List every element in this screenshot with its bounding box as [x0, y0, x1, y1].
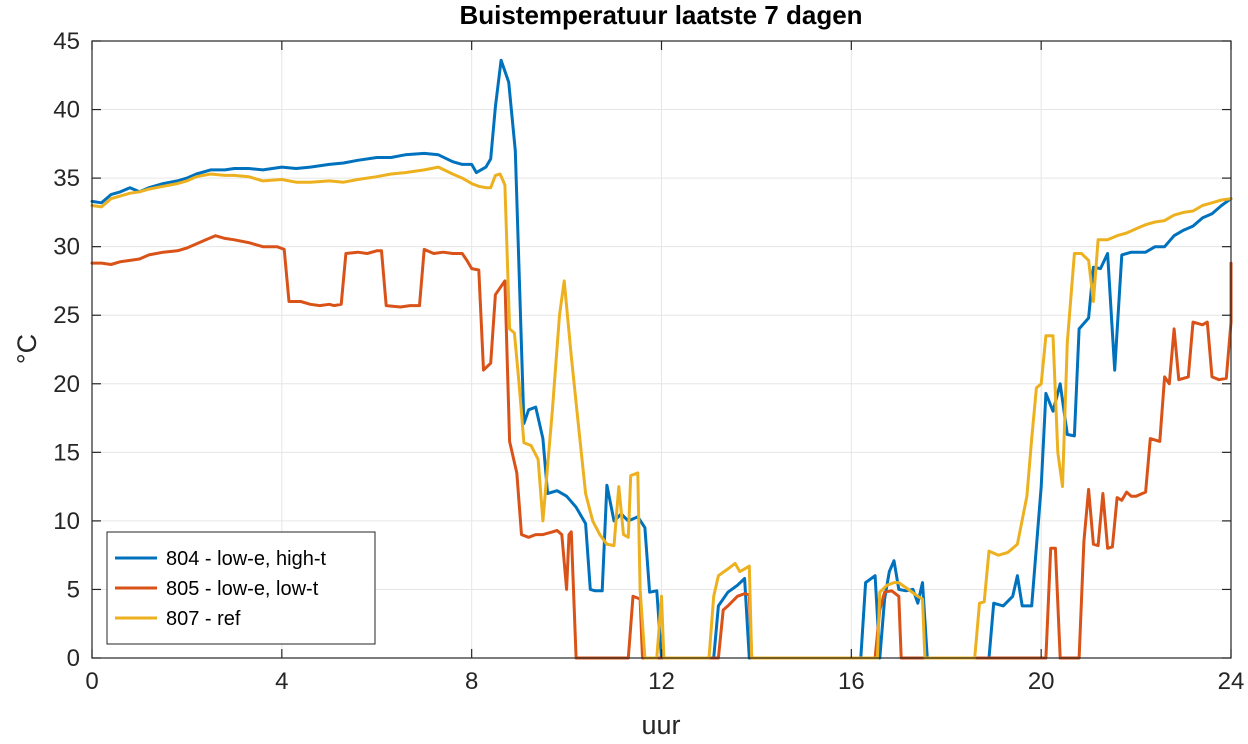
y-tick-label: 5 [67, 576, 80, 603]
y-tick-label: 0 [67, 645, 80, 672]
legend-label: 805 - low-e, low-t [166, 578, 319, 600]
x-tick-label: 0 [85, 668, 98, 695]
y-tick-label: 25 [53, 302, 80, 329]
x-tick-label: 20 [1028, 668, 1055, 695]
x-tick-label: 16 [838, 668, 865, 695]
x-axis-label: uur [641, 710, 680, 740]
x-tick-label: 8 [465, 668, 478, 695]
y-tick-label: 30 [53, 234, 80, 261]
y-axis-label: °C [12, 334, 42, 364]
y-tick-label: 45 [53, 28, 80, 55]
y-tick-label: 10 [53, 508, 80, 535]
legend-label: 804 - low-e, high-t [166, 548, 327, 570]
y-tick-label: 15 [53, 439, 80, 466]
legend-label: 807 - ref [166, 608, 241, 630]
y-tick-label: 40 [53, 97, 80, 124]
x-tick-label: 24 [1218, 668, 1245, 695]
x-tick-label: 12 [648, 668, 675, 695]
legend: 804 - low-e, high-t 805 - low-e, low-t 807… [106, 531, 376, 645]
y-tick-label: 20 [53, 371, 80, 398]
axis-ticks: 0 4 8 12 16 20 24 0 5 10 15 20 25 30 35 40 45 [53, 28, 1244, 695]
y-tick-label: 35 [53, 165, 80, 192]
x-tick-label: 4 [275, 668, 288, 695]
chart-title: Buistemperatuur laatste 7 dagen [459, 0, 862, 30]
